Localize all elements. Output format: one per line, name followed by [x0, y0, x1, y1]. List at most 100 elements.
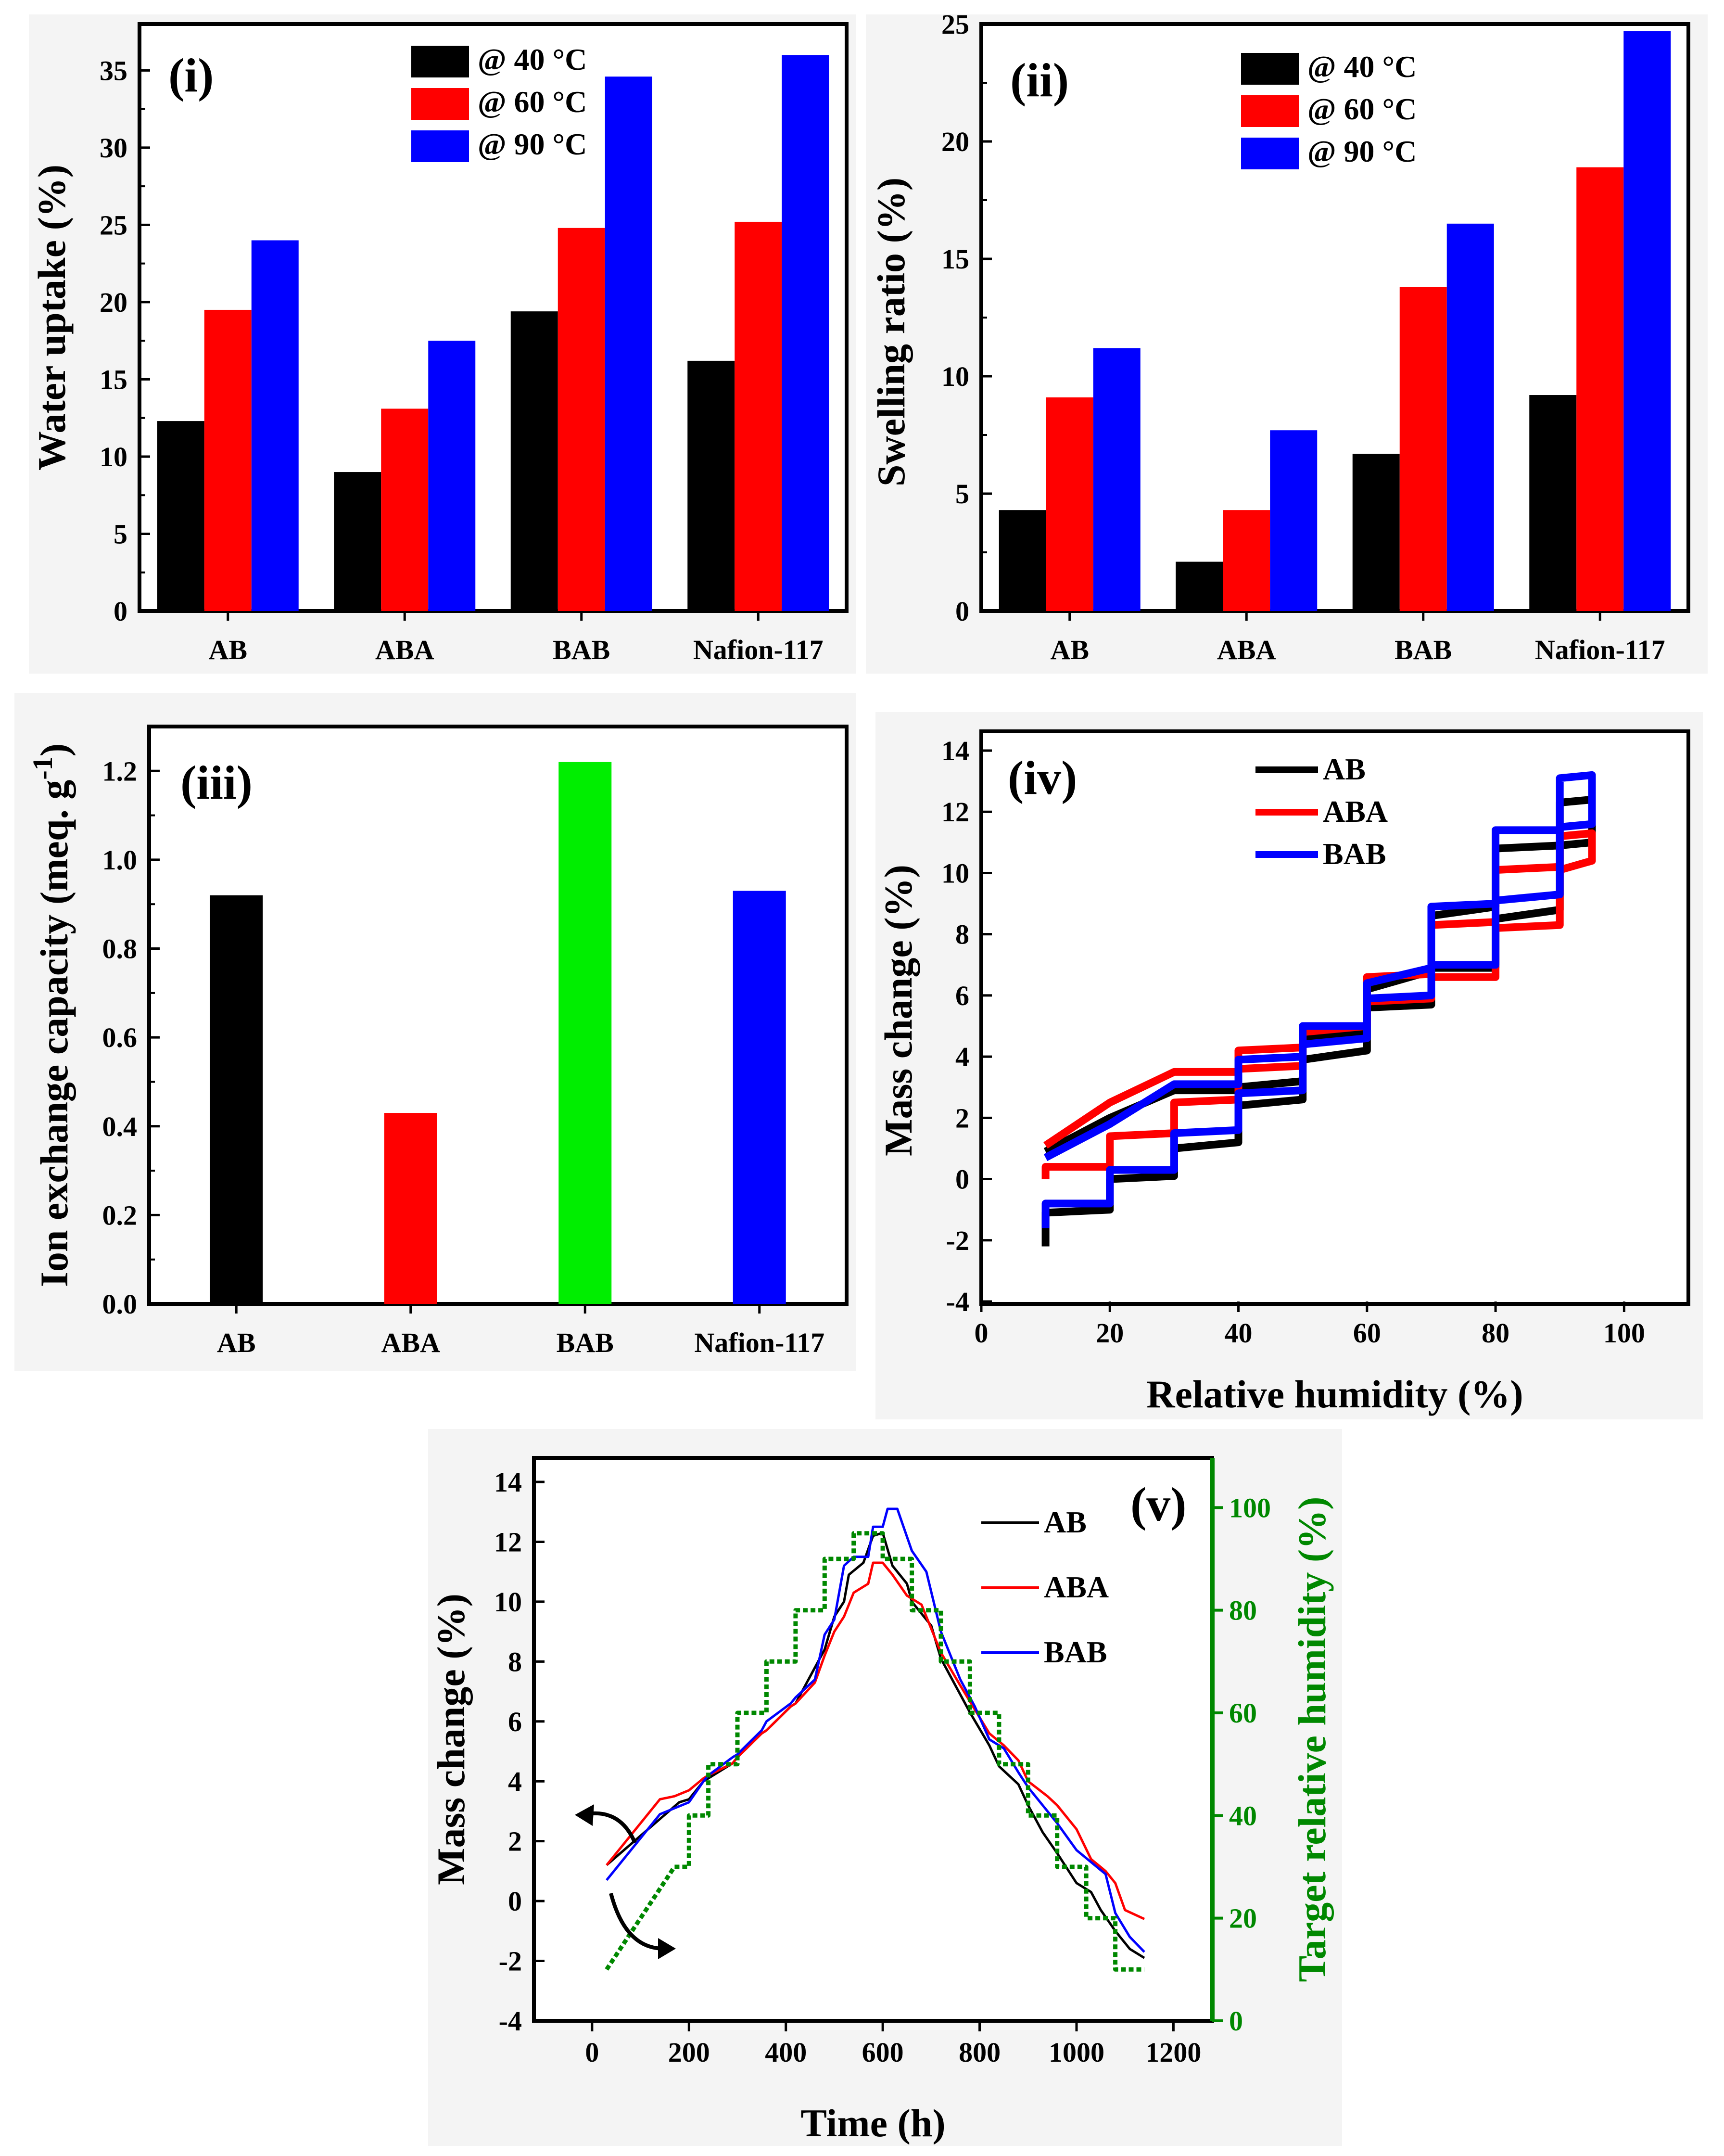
panel-iii-ylabel-sup: -1: [27, 756, 58, 779]
bar-aba-1: [381, 408, 429, 611]
x-tick-label: ABA: [375, 634, 434, 665]
x-tick-label: 40: [1225, 1317, 1253, 1349]
x-tick-label: 80: [1482, 1317, 1509, 1349]
legend-label: @ 90 °C: [1307, 134, 1417, 168]
panel-ii-label: (ii): [1010, 53, 1069, 107]
y-tick-label: 35: [100, 55, 127, 86]
x-tick-label: BAB: [1394, 634, 1452, 665]
y-tick-label: 12: [494, 1526, 522, 1557]
panel-i-ylabel: Water uptake (%): [30, 165, 74, 471]
y-tick-label: 0.0: [102, 1288, 138, 1320]
series-line-aba: [606, 1561, 1145, 1920]
panel-iii-label: (iii): [180, 756, 253, 809]
bar-bab-2: [605, 77, 652, 611]
legend-swatch: [411, 130, 469, 162]
y-tick-label: 6: [955, 980, 969, 1011]
bar-ab: [210, 895, 263, 1304]
y-tick-label: 5: [114, 518, 127, 549]
bar-aba-2: [1270, 430, 1318, 611]
panel-iii-ylabel: Ion exchange capacity (meq. g-1): [27, 743, 76, 1287]
y-tick-label: 1.2: [102, 755, 138, 787]
panel-iii: 0.00.20.40.60.81.01.2 AB ABA BAB Nafion-117…: [14, 693, 856, 1371]
x-tick-label: 400: [765, 2037, 807, 2068]
y-tick-label: -4: [946, 1286, 969, 1317]
panel-v: -4 -2 0 2 4 6 8 10 12 14 0 20 40 60 80 100 0 200 400 600 8…: [428, 1429, 1342, 2146]
legend-label: @ 60 °C: [1307, 92, 1417, 126]
bar-ab-1: [1046, 397, 1093, 611]
y-tick-label: 25: [100, 209, 127, 241]
series-line-target-rh: [605, 1531, 1144, 1972]
legend-swatch: [1241, 53, 1299, 85]
x-tick-label: ABA: [1217, 634, 1276, 665]
left-axis-arrow: [575, 1804, 637, 1844]
panel-i-label: (i): [168, 49, 214, 102]
legend-swatch: [1241, 138, 1299, 169]
y-tick-label: 0.6: [102, 1022, 138, 1053]
y-right-tick-label: 0: [1229, 2005, 1243, 2037]
legend-label: BAB: [1323, 837, 1386, 871]
y-tick-label: 8: [508, 1646, 522, 1677]
panel-v-xlabel: Time (h): [800, 2101, 945, 2145]
legend-label: AB: [1044, 1505, 1087, 1539]
legend-label: ABA: [1323, 794, 1388, 829]
legend-label: @ 40 °C: [1307, 50, 1417, 84]
panel-v-ylabel-right: Target relative humidity (%): [1290, 1497, 1334, 1982]
legend-label: @ 90 °C: [478, 127, 587, 161]
bar-aba-2: [428, 341, 476, 611]
y-tick-label: 2: [955, 1102, 969, 1134]
y-right-tick-label: 60: [1229, 1697, 1257, 1729]
bar-ab-0: [157, 421, 204, 611]
y-tick-label: 2: [508, 1826, 522, 1857]
y-tick-label: 15: [100, 364, 127, 395]
legend-swatch: [411, 88, 469, 120]
y-tick-label: 6: [508, 1706, 522, 1737]
bar-bab-0: [510, 311, 558, 611]
y-tick-label: 8: [955, 919, 969, 950]
bar-ab-1: [204, 309, 252, 611]
bar-aba-0: [334, 472, 381, 611]
series-line-bab: [1041, 771, 1596, 1228]
bar-bab: [558, 762, 612, 1304]
panel-iii-ylabel-main: Ion exchange capacity (meq. g: [32, 780, 76, 1288]
legend-swatch: [411, 46, 469, 77]
series-line-bab: [606, 1507, 1145, 1953]
x-tick-label: Nafion-117: [1535, 634, 1665, 665]
legend-label: BAB: [1044, 1635, 1107, 1669]
bar-aba-0: [1176, 561, 1223, 611]
legend-swatch: [1241, 95, 1299, 127]
x-tick-label: 100: [1603, 1317, 1645, 1349]
y-right-tick-label: 80: [1229, 1595, 1257, 1626]
y-tick-label: 0: [508, 1886, 522, 1917]
panel-iv: -4 -2 0 2 4 6 8 10 12 14 0 20 40 60 80 100 (iv) Mass c…: [875, 712, 1703, 1419]
y-tick-label: 4: [508, 1766, 522, 1797]
y-tick-label: 10: [941, 361, 969, 392]
bar-nafion-117-0: [687, 360, 735, 611]
y-tick-label: 30: [100, 132, 127, 164]
bar-aba-1: [1223, 510, 1270, 611]
bar-bab-2: [1446, 223, 1494, 611]
bar-ab-2: [1093, 348, 1141, 611]
panel-iii-axes: [147, 725, 849, 1306]
y-tick-label: 10: [494, 1586, 522, 1618]
bar-aba: [384, 1113, 437, 1304]
x-tick-label: 600: [862, 2037, 904, 2068]
x-tick-label: 0: [585, 2037, 599, 2068]
panel-ii-ylabel: Swelling ratio (%): [869, 178, 913, 486]
bar-nafion-117-0: [1529, 395, 1577, 611]
x-tick-label: 800: [959, 2037, 1001, 2068]
y-tick-label: 20: [100, 287, 127, 318]
right-axis-arrow: [609, 1892, 676, 1959]
bar-ab-0: [999, 510, 1046, 611]
y-tick-label: 0: [955, 596, 969, 627]
panel-v-axes: [532, 1456, 1214, 2023]
panel-v-label: (v): [1130, 1478, 1187, 1531]
y-tick-label: 0: [114, 596, 127, 627]
x-tick-label: 1000: [1049, 2037, 1104, 2068]
x-tick-label: 20: [1096, 1317, 1124, 1349]
bar-nafion-117-2: [782, 55, 829, 611]
y-tick-label: 0.8: [102, 933, 138, 965]
x-tick-label: BAB: [557, 1327, 614, 1358]
bar-nafion-117-1: [1576, 167, 1624, 611]
